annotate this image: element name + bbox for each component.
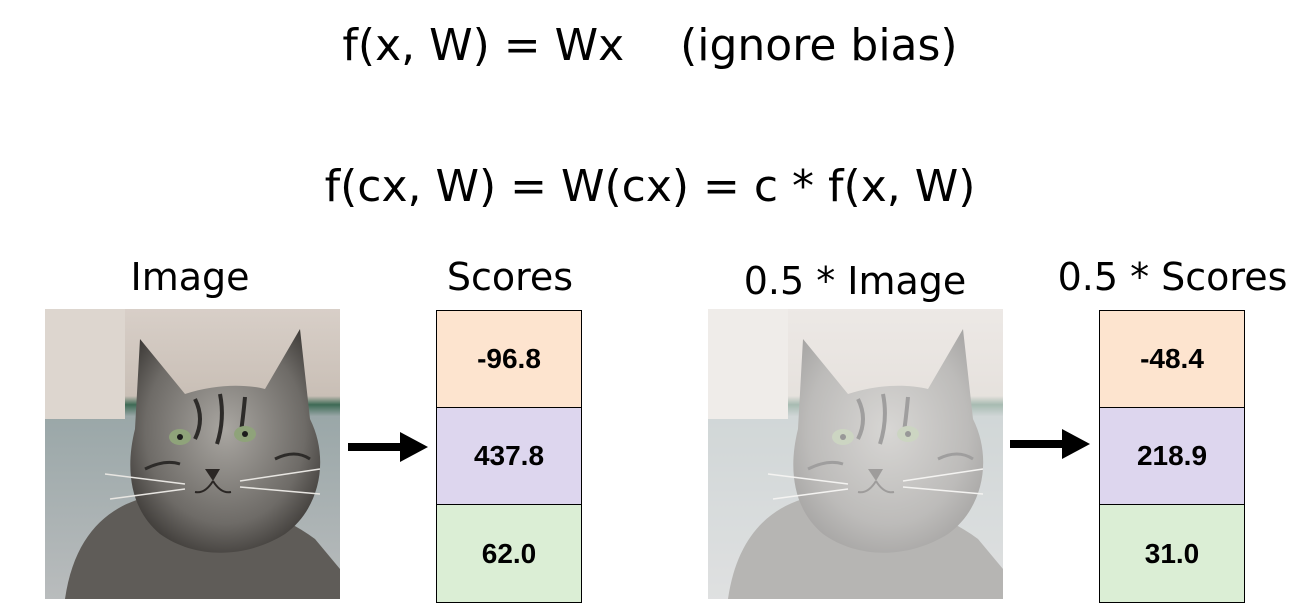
equation-scaling: f(cx, W) = W(cx) = c * f(x, W): [324, 161, 976, 212]
score-cell: 437.8: [437, 408, 581, 505]
score-cell: 31.0: [1100, 505, 1244, 602]
cat-photo: [45, 309, 340, 599]
scaled-scores-label: 0.5 * Scores: [1057, 255, 1288, 299]
scaled-scores-column: -48.4 218.9 31.0: [1099, 310, 1245, 603]
arrow-right-icon: [348, 432, 428, 462]
scores-column: -96.8 437.8 62.0: [436, 310, 582, 603]
equation-linear: f(x, W) = Wx (ignore bias): [342, 20, 958, 71]
score-cell: 218.9: [1100, 408, 1244, 505]
score-cell: -48.4: [1100, 311, 1244, 408]
image-label: Image: [130, 255, 250, 299]
scores-label: Scores: [446, 255, 574, 299]
score-cell: 62.0: [437, 505, 581, 602]
scaled-image-label: 0.5 * Image: [743, 259, 967, 303]
scaled-cat-photo: [708, 309, 1003, 599]
arrow-right-icon: [1010, 429, 1090, 459]
score-cell: -96.8: [437, 311, 581, 408]
